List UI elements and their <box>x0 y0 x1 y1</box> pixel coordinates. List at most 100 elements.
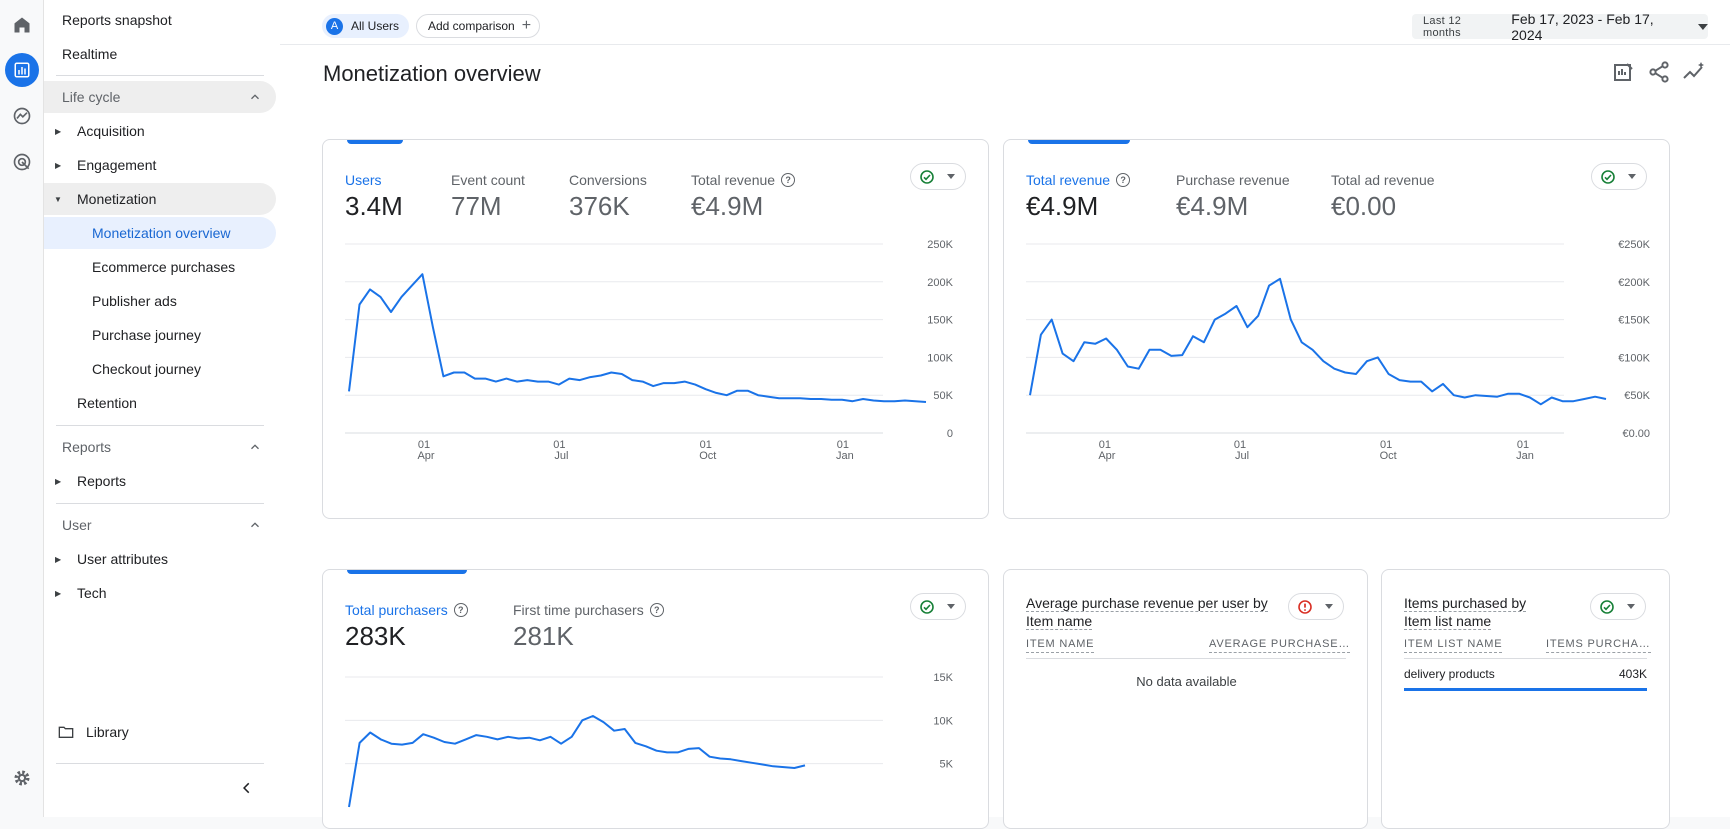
nav-label: Publisher ads <box>92 293 177 309</box>
metric-total-revenue[interactable]: Total revenue? €4.9M <box>691 172 796 222</box>
explore-icon[interactable] <box>5 99 39 133</box>
status-dropdown-button[interactable] <box>1590 593 1646 620</box>
status-dropdown-button[interactable] <box>1591 163 1647 190</box>
table-row-name: delivery products <box>1404 667 1495 681</box>
nav-reports-snapshot[interactable]: Reports snapshot <box>44 4 276 36</box>
advertising-icon[interactable] <box>5 145 39 179</box>
main-content: A All Users Add comparison + Last 12 mon… <box>280 0 1730 829</box>
nav-monetization-overview[interactable]: Monetization overview <box>44 217 276 249</box>
section-reports[interactable]: Reports <box>44 431 276 463</box>
column-header-item-name[interactable]: ITEM NAME <box>1026 638 1095 653</box>
reports-icon[interactable] <box>5 53 39 87</box>
metric-value: 281K <box>513 621 574 651</box>
caret-down-icon <box>1325 604 1333 609</box>
caret-down-icon <box>1628 174 1636 179</box>
chevron-up-icon <box>251 522 259 528</box>
column-header-average-purchase[interactable]: AVERAGE PURCHASE… <box>1209 638 1351 653</box>
nav-checkout-journey[interactable]: Checkout journey <box>44 353 276 385</box>
nav-engagement[interactable]: ▶ Engagement <box>44 149 276 181</box>
date-preset: Last 12 months <box>1423 14 1462 39</box>
nav-user-attributes[interactable]: ▶ User attributes <box>44 543 276 575</box>
status-dropdown-button[interactable] <box>910 163 966 190</box>
metric-first-time-purchasers[interactable]: First time purchasers? 281K <box>513 602 664 652</box>
nav-tech[interactable]: ▶ Tech <box>44 577 276 609</box>
x-tick-month: Apr <box>1098 450 1115 462</box>
check-circle-icon <box>920 169 934 184</box>
metric-label: Total revenue <box>1026 172 1111 188</box>
metric-total-purchasers[interactable]: Total purchasers? 283K <box>345 602 468 652</box>
segment-chip-all-users[interactable]: A All Users <box>322 14 410 38</box>
y-tick-label: €200K <box>1618 277 1650 289</box>
metric-total-ad-revenue[interactable]: Total ad revenue €0.00 <box>1331 172 1435 222</box>
status-dropdown-button[interactable] <box>1288 593 1344 620</box>
y-tick-label: 10K <box>933 715 953 727</box>
nav-purchase-journey[interactable]: Purchase journey <box>44 319 276 351</box>
metric-purchase-revenue[interactable]: Purchase revenue €4.9M <box>1176 172 1290 222</box>
metric-label: Conversions <box>569 172 647 188</box>
folder-icon <box>58 726 74 738</box>
metric-total-revenue[interactable]: Total revenue? €4.9M <box>1026 172 1131 222</box>
help-icon[interactable]: ? <box>453 603 468 617</box>
date-range-picker[interactable]: Last 12 months Feb 17, 2023 - Feb 17, 20… <box>1412 11 1708 43</box>
divider <box>56 503 264 504</box>
settings-gear-icon[interactable] <box>5 761 39 795</box>
column-header-items-purchased[interactable]: ITEMS PURCHA… <box>1546 638 1651 653</box>
comparison-bar: A All Users Add comparison + Last 12 mon… <box>280 0 1730 45</box>
date-range-text: Feb 17, 2023 - Feb 17, 2024 <box>1511 10 1654 43</box>
nav-label: Tech <box>77 585 107 601</box>
nav-acquisition[interactable]: ▶ Acquisition <box>44 115 276 147</box>
y-tick-label: €150K <box>1618 315 1650 327</box>
metric-event-count[interactable]: Event count 77M <box>451 172 525 222</box>
nav-publisher-ads[interactable]: Publisher ads <box>44 285 276 317</box>
insights-icon[interactable] <box>1682 60 1706 84</box>
metric-value: 77M <box>451 191 502 221</box>
expand-triangle-icon: ▶ <box>55 126 62 136</box>
nav-label: Monetization overview <box>92 225 231 241</box>
help-icon[interactable]: ? <box>649 603 664 617</box>
avg-purchase-revenue-card: Average purchase revenue per user by Ite… <box>1003 569 1368 829</box>
x-tick-month: Jan <box>836 450 854 462</box>
x-tick-day: 01 <box>1517 439 1529 451</box>
x-tick-day: 01 <box>553 439 565 451</box>
table-header-divider <box>1026 658 1346 659</box>
series-line <box>348 715 806 808</box>
metric-value: €0.00 <box>1331 191 1397 221</box>
series-line <box>348 273 927 403</box>
home-icon[interactable] <box>5 8 39 42</box>
share-icon[interactable] <box>1647 60 1671 84</box>
nav-retention[interactable]: Retention <box>44 387 276 419</box>
help-icon[interactable]: ? <box>1116 173 1131 187</box>
metric-label: Users <box>345 172 382 188</box>
segment-avatar: A <box>326 17 343 35</box>
nav-library[interactable]: Library <box>44 716 276 748</box>
help-icon[interactable]: ? <box>781 173 796 187</box>
column-header-item-list-name[interactable]: ITEM LIST NAME <box>1404 638 1503 653</box>
check-circle-icon <box>920 599 934 614</box>
x-tick-day: 01 <box>1099 439 1111 451</box>
divider <box>56 763 264 764</box>
caret-down-icon <box>947 604 955 609</box>
status-dropdown-button[interactable] <box>910 593 966 620</box>
y-tick-label: €50K <box>1624 390 1650 402</box>
nav-ecommerce-purchases[interactable]: Ecommerce purchases <box>44 251 276 283</box>
nav-realtime[interactable]: Realtime <box>44 38 276 70</box>
nav-reports[interactable]: ▶ Reports <box>44 465 276 497</box>
y-tick-label: €250K <box>1618 239 1650 251</box>
metric-label: Purchase revenue <box>1176 172 1290 188</box>
add-comparison-button[interactable]: Add comparison + <box>416 14 541 38</box>
metric-value: €4.9M <box>691 191 764 221</box>
y-tick-label: 15K <box>933 672 953 684</box>
expand-triangle-icon: ▶ <box>55 554 62 564</box>
customize-report-icon[interactable] <box>1612 60 1636 84</box>
metric-value: 376K <box>569 191 630 221</box>
check-circle-icon <box>1600 599 1614 614</box>
metric-users[interactable]: Users 3.4M <box>345 172 403 222</box>
nav-label: Reports snapshot <box>62 12 172 28</box>
nav-label: Purchase journey <box>92 327 201 343</box>
nav-monetization[interactable]: ▼ Monetization <box>44 183 276 215</box>
collapse-sidebar-icon[interactable] <box>240 781 254 795</box>
section-user[interactable]: User <box>44 509 276 541</box>
metric-conversions[interactable]: Conversions 376K <box>569 172 647 222</box>
section-life-cycle[interactable]: Life cycle <box>44 81 276 113</box>
